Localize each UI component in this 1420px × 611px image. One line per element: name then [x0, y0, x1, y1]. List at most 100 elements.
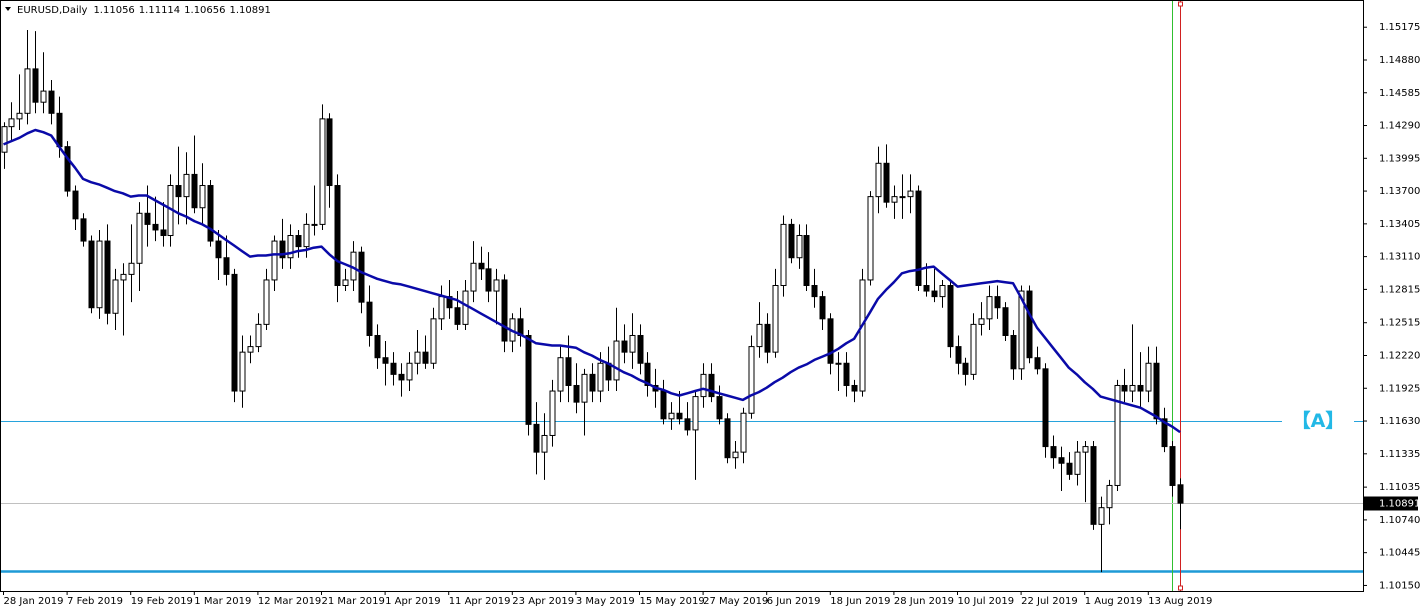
- candle-body: [891, 196, 898, 203]
- candle-body: [859, 279, 866, 392]
- candle-body: [851, 384, 858, 392]
- candle-body: [271, 240, 278, 281]
- candle-body: [1177, 484, 1184, 504]
- price-label-bg: [1364, 496, 1418, 511]
- candle-body: [684, 418, 691, 431]
- candle-body: [1137, 384, 1144, 392]
- candle-body: [931, 290, 938, 298]
- candle-body: [843, 362, 850, 386]
- candle-body: [175, 185, 182, 198]
- marker-handle: [1178, 585, 1183, 591]
- candle-body: [88, 240, 95, 309]
- y-tick-label: 1.15175: [1379, 22, 1420, 33]
- candle-body: [533, 423, 540, 453]
- candle-body: [342, 279, 349, 287]
- candle-body: [589, 373, 596, 392]
- x-tick-label: 27 May 2019: [703, 596, 768, 607]
- candle-body: [1, 126, 8, 153]
- y-tick-label: 1.12220: [1379, 350, 1420, 361]
- candle-body: [223, 257, 230, 275]
- candle-body: [24, 68, 31, 114]
- candle-body: [295, 235, 302, 248]
- candle-body: [1098, 507, 1105, 525]
- y-tick-label: 1.13995: [1379, 153, 1420, 164]
- candle-body: [8, 118, 15, 128]
- x-tick-label: 1 Apr 2019: [385, 596, 440, 607]
- candle-body: [923, 285, 930, 292]
- candle-body: [644, 362, 651, 386]
- candle-body: [199, 185, 206, 209]
- candle-body: [430, 318, 437, 364]
- candle-body: [803, 235, 810, 287]
- candle-body: [565, 357, 572, 386]
- y-tick-label: 1.10150: [1379, 580, 1420, 591]
- y-tick-label: 1.13700: [1379, 186, 1420, 197]
- candle-body: [112, 279, 119, 314]
- candle-body: [470, 262, 477, 292]
- candle-body: [374, 334, 381, 359]
- candle-body: [72, 190, 79, 220]
- candle-body: [406, 362, 413, 381]
- candle-body: [1066, 462, 1073, 475]
- candle-body: [732, 451, 739, 459]
- x-tick-label: 22 Jul 2019: [1021, 596, 1078, 607]
- candle-body: [96, 240, 103, 309]
- x-tick-label: 11 Apr 2019: [449, 596, 511, 607]
- y-tick-label: 1.14290: [1379, 121, 1420, 132]
- candle-body: [231, 273, 238, 392]
- candle-body: [740, 412, 747, 453]
- y-tick-label: 1.10740: [1379, 515, 1420, 526]
- candle-body: [883, 162, 890, 203]
- x-tick-label: 18 Jun 2019: [830, 596, 890, 607]
- candle-body: [660, 390, 667, 420]
- candle-body: [978, 318, 985, 325]
- candle-body: [191, 173, 198, 209]
- candle-body: [541, 434, 548, 453]
- candle-body: [1050, 446, 1057, 459]
- header-close: 1.10891: [230, 5, 271, 16]
- candle-body: [756, 323, 763, 348]
- candle-body: [478, 262, 485, 270]
- y-tick-label: 1.14585: [1379, 88, 1420, 99]
- candle-body: [311, 223, 318, 226]
- plot-frame: [0, 0, 1364, 592]
- price-label: 1.10891: [1379, 499, 1420, 510]
- candle-body: [263, 279, 270, 325]
- chart-header: EURUSD,Daily 1.11056 1.11114 1.10656 1.10891: [17, 5, 271, 16]
- candle-body: [1129, 384, 1136, 392]
- candle-body: [56, 112, 63, 148]
- candle-body: [247, 346, 254, 353]
- x-tick-label: 28 Jun 2019: [894, 596, 954, 607]
- candle-body: [597, 362, 604, 392]
- x-tick-label: 23 Apr 2019: [512, 596, 574, 607]
- candle-body: [136, 212, 143, 264]
- y-tick-label: 1.11925: [1379, 383, 1420, 394]
- candle-body: [788, 223, 795, 259]
- candle-body: [32, 68, 39, 103]
- candle-body: [780, 223, 787, 287]
- candle-body: [557, 357, 564, 392]
- candle-body: [764, 323, 771, 353]
- candle-body: [422, 351, 429, 364]
- x-tick-label: 3 May 2019: [576, 596, 635, 607]
- candle-body: [104, 240, 111, 314]
- y-tick-label: 1.11630: [1379, 416, 1420, 427]
- header-open: 1.11056: [93, 5, 134, 16]
- candle-body: [144, 212, 151, 225]
- candle-body: [1010, 334, 1017, 370]
- candle-body: [692, 396, 699, 431]
- candle-body: [279, 240, 286, 259]
- candle-body: [875, 162, 882, 198]
- candle-body: [1074, 451, 1081, 475]
- y-tick-label: 1.11335: [1379, 449, 1420, 460]
- candle-body: [319, 118, 326, 225]
- x-tick-label: 19 Feb 2019: [131, 596, 193, 607]
- candle-body: [637, 334, 644, 364]
- candle-body: [1002, 307, 1009, 336]
- marker-handle: [1178, 1, 1183, 7]
- candle-body: [700, 373, 707, 398]
- x-tick-label: 12 Mar 2019: [258, 596, 321, 607]
- overlays: [1, 1, 1363, 591]
- candle-body: [1121, 384, 1128, 392]
- candle-body: [1090, 446, 1097, 525]
